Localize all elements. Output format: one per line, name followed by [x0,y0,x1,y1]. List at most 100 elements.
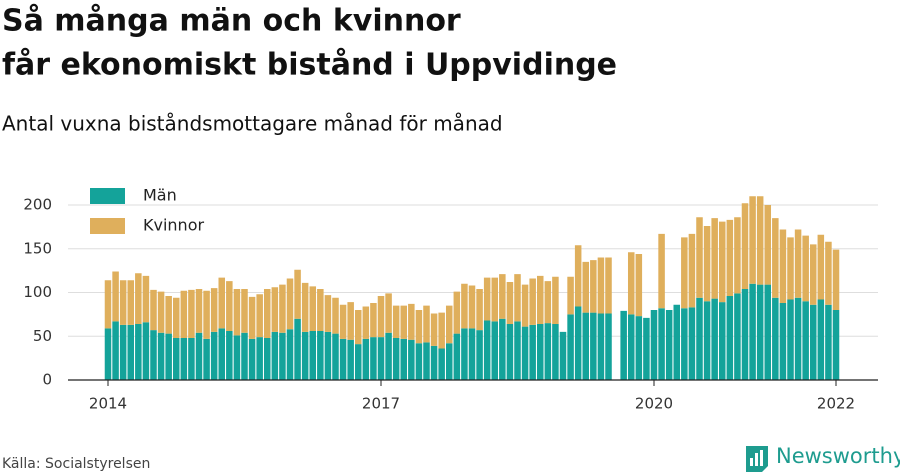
bar-segment [832,249,840,310]
bar-segment [529,324,536,380]
bar-segment [688,233,696,308]
y-tick-label: 100 [23,283,52,301]
bar-segment [506,282,514,324]
bar-segment [256,337,263,380]
logo-text: Newsworthy [776,444,900,468]
bar-segment [734,293,741,380]
bar-segment [294,269,301,319]
source: Källa: Socialstyrelsen [2,456,150,472]
bar-segment [514,321,521,380]
y-tick-label: 150 [23,239,52,257]
y-tick-label: 0 [42,371,52,389]
bar-segment [483,320,491,380]
bar-segment [218,328,226,380]
bar-segment [582,312,590,380]
bar-segment [665,310,673,380]
bar-segment [180,338,188,380]
bar-segment [681,308,688,380]
bar-segment [127,324,135,380]
bar-segment [256,294,263,338]
bar-segment [453,291,461,334]
bar-segment [650,310,658,380]
bar-segment [271,331,279,380]
bar-segment [499,274,506,319]
bar-segment [832,310,840,380]
bar-segment [574,245,582,307]
bar-segment [476,330,483,380]
bar-segment [430,313,438,346]
bar-segment [620,310,627,380]
bar-segment [347,339,354,380]
bar-segment [104,328,112,380]
bar-segment [324,331,332,380]
bar-segment [506,324,514,380]
bar-segment [635,254,643,317]
bar-segment [627,314,635,380]
bar-segment [590,312,597,380]
bar-segment [430,345,438,380]
bar-segment [597,313,605,380]
bar-segment [764,205,772,285]
bar-segment [286,278,294,330]
bar-segment [423,305,430,343]
bar-segment [195,332,203,380]
bar-segment [370,337,377,380]
bar-segment [643,317,650,380]
bar-segment [544,323,552,380]
bar-segment [279,284,286,333]
bar-segment [188,338,195,380]
bar-segment [210,331,218,380]
bar-segment [415,310,423,344]
legend-swatch [90,188,125,204]
legend-swatch [90,218,125,234]
bar-segment [248,338,256,380]
bar-segment [339,304,347,339]
bar-segment [188,289,195,338]
bar-segment [711,218,718,299]
bar-segment [112,271,119,322]
bar-segment [536,324,544,380]
chart-title: Så många män och kvinnor [2,3,461,39]
bar-segment [514,274,521,322]
bar-segment [324,295,332,332]
bar-segment [491,277,499,322]
bar-segment [135,273,142,324]
bar-segment [802,301,809,380]
bar-segment [779,229,787,303]
bar-segment [301,282,309,332]
bar-segment [392,305,400,338]
bar-segment [787,299,794,380]
bar-segment [529,278,536,325]
bar-segment [483,277,491,321]
bar-segment [703,226,711,302]
bar-segment [536,275,544,324]
bar-segment [392,338,400,380]
bar-segment [241,332,248,380]
bar-segment [582,261,590,313]
bar-segment [150,289,157,331]
bar-segment [681,237,688,309]
bar-segment [233,335,241,380]
bar-segment [339,338,347,380]
bar-segment [354,344,362,380]
bar-segment [499,318,506,380]
bar-segment [521,326,529,380]
bar-segment [559,331,567,380]
bar-segment [423,342,430,380]
bar-segment [756,284,764,380]
bar-segment [726,296,734,380]
bar-segment [491,321,499,380]
bar-segment [605,257,612,314]
bar-segment [385,293,392,333]
bar-segment [142,322,150,380]
bar-segment [461,328,468,380]
bar-segment [233,289,241,336]
bar-segment [203,338,210,380]
bar-segment [362,306,370,339]
bar-segment [461,283,468,329]
bar-segment [703,301,711,380]
bar-segment [135,324,142,380]
bar-segment [802,235,809,302]
bar-segment [605,313,612,380]
bar-segment [468,285,476,329]
